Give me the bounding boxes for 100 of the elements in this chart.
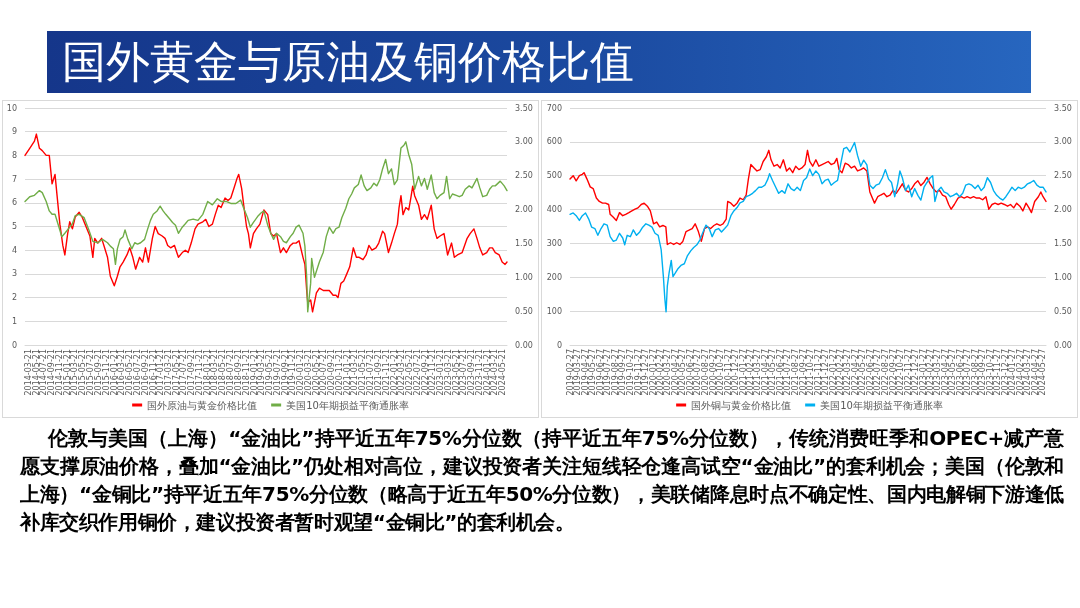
x-tick-label: 2017-09-21: [187, 349, 197, 396]
x-tick-label: 2021-01-27: [738, 349, 748, 396]
x-tick-label: 2018-01-21: [202, 349, 212, 396]
legend-label: 美国10年期损益平衡通胀率: [820, 399, 943, 411]
line-series: [569, 149, 1047, 246]
x-tick-label: 2018-03-21: [210, 349, 220, 396]
x-tick-label: 2022-07-27: [873, 349, 883, 396]
y-tick-label: 100: [546, 306, 562, 316]
x-tick-label: 2021-05-27: [768, 349, 778, 396]
y2-tick-label: 1.00: [1054, 272, 1072, 282]
x-tick-label: 2016-09-21: [140, 349, 150, 396]
x-tick-label: 2019-05-27: [588, 349, 598, 396]
x-tick-label: 2017-05-21: [171, 349, 181, 396]
x-tick-label: 2017-11-21: [195, 349, 205, 396]
x-tick-label: 2015-07-21: [86, 349, 96, 396]
y2-tick-label: 1.50: [1054, 238, 1072, 248]
x-tick-label: 2020-08-27: [701, 349, 711, 396]
x-tick-label: 2021-11-27: [813, 349, 823, 396]
x-tick-label: 2023-01-21: [436, 349, 446, 396]
x-tick-label: 2022-07-21: [412, 349, 422, 396]
legend-label: 美国10年期损益平衡通胀率: [286, 399, 409, 411]
x-tick-label: 2020-05-21: [311, 349, 321, 396]
x-tick-label: 2015-05-21: [78, 349, 88, 396]
x-tick-label: 2019-09-27: [618, 349, 628, 396]
x-tick-label: 2022-01-21: [389, 349, 399, 396]
x-tick-label: 2020-07-21: [319, 349, 329, 396]
x-tick-label: 2015-11-21: [101, 349, 111, 396]
x-tick-label: 2023-10-27: [985, 349, 995, 396]
x-tick-label: 2024-03-21: [490, 349, 500, 396]
x-tick-label: 2020-09-21: [327, 349, 337, 396]
x-tick-label: 2022-05-21: [404, 349, 414, 396]
y-tick-label: 500: [546, 171, 562, 181]
x-tick-label: 2021-12-27: [820, 349, 830, 396]
x-tick-label: 2024-05-21: [498, 349, 508, 396]
x-tick-label: 2021-10-27: [805, 349, 815, 396]
x-tick-label: 2014-05-21: [31, 349, 41, 396]
y-tick-label: 2: [11, 293, 17, 303]
y2-tick-label: 3.00: [515, 137, 533, 147]
x-tick-label: 2023-02-27: [926, 349, 936, 396]
x-tick-label: 2021-05-21: [358, 349, 368, 396]
y2-tick-label: 3.00: [1054, 137, 1072, 147]
x-tick-label: 2021-01-21: [342, 349, 352, 396]
x-tick-label: 2023-03-27: [933, 349, 943, 396]
x-tick-label: 2019-01-21: [249, 349, 259, 396]
x-tick-label: 2024-05-27: [1038, 349, 1048, 396]
x-tick-label: 2024-03-27: [1023, 349, 1033, 396]
legend-label: 国外原油与黄金价格比值: [147, 399, 258, 411]
y2-tick-label: 2.00: [1054, 205, 1072, 215]
y2-tick-label: 2.50: [1054, 171, 1072, 181]
x-tick-label: 2019-04-27: [580, 349, 590, 396]
y-tick-label: 200: [546, 272, 562, 282]
x-tick-label: 2020-04-27: [670, 349, 680, 396]
x-tick-label: 2019-07-27: [603, 349, 613, 396]
y-tick-label: 300: [546, 238, 562, 248]
x-tick-label: 2016-05-21: [125, 349, 134, 396]
x-tick-label: 2021-03-27: [753, 349, 763, 396]
x-tick-label: 2022-01-27: [828, 349, 838, 396]
x-tick-label: 2019-11-27: [633, 349, 643, 396]
y-tick-label: 3: [11, 269, 17, 279]
x-tick-label: 2016-11-21: [148, 349, 158, 396]
x-tick-label: 2020-07-27: [693, 349, 703, 396]
x-tick-label: 2022-03-21: [397, 349, 407, 396]
y-tick-label: 600: [546, 137, 562, 147]
x-tick-label: 2023-05-21: [451, 349, 461, 396]
x-tick-label: 2021-07-21: [366, 349, 376, 396]
x-tick-label: 2019-02-27: [566, 349, 576, 396]
y2-tick-label: 2.00: [515, 205, 533, 215]
x-tick-label: 2022-10-27: [895, 349, 905, 396]
x-tick-label: 2020-11-21: [335, 349, 345, 396]
x-tick-label: 2023-01-27: [918, 349, 928, 396]
x-tick-label: 2020-05-27: [678, 349, 688, 396]
x-tick-label: 2015-01-21: [62, 349, 72, 396]
y-tick-label: 4: [11, 245, 17, 255]
x-tick-label: 2021-07-27: [783, 349, 793, 396]
y-tick-label: 10: [6, 103, 17, 113]
y2-tick-label: 1.50: [515, 238, 533, 248]
x-tick-label: 2018-11-21: [241, 349, 251, 396]
x-tick-label: 2023-08-27: [970, 349, 980, 396]
x-tick-label: 2016-03-21: [117, 349, 127, 396]
x-tick-label: 2014-03-21: [23, 349, 33, 396]
legend-label: 国外铜与黄金价格比值: [691, 399, 792, 411]
y2-tick-label: 2.50: [515, 171, 533, 181]
x-tick-label: 2023-07-27: [963, 349, 973, 396]
x-tick-label: 2020-12-27: [731, 349, 741, 396]
x-tick-label: 2019-06-27: [595, 349, 605, 396]
x-tick-label: 2017-03-21: [163, 349, 173, 396]
y-tick-label: 8: [11, 150, 17, 160]
x-tick-label: 2019-08-27: [610, 349, 620, 396]
x-tick-label: 2014-07-21: [39, 349, 49, 396]
line-series: [569, 141, 1047, 313]
x-tick-label: 2020-01-27: [648, 349, 658, 396]
x-tick-label: 2020-02-27: [656, 349, 666, 396]
y-tick-label: 7: [11, 174, 17, 184]
x-tick-label: 2023-09-21: [467, 349, 477, 396]
x-tick-label: 2015-09-21: [93, 349, 103, 396]
x-tick-label: 2018-07-21: [226, 349, 236, 396]
x-tick-label: 2024-04-27: [1030, 349, 1040, 396]
x-tick-label: 2014-09-21: [47, 349, 57, 396]
x-tick-label: 2019-10-27: [625, 349, 635, 396]
x-tick-label: 2021-09-27: [798, 349, 808, 396]
